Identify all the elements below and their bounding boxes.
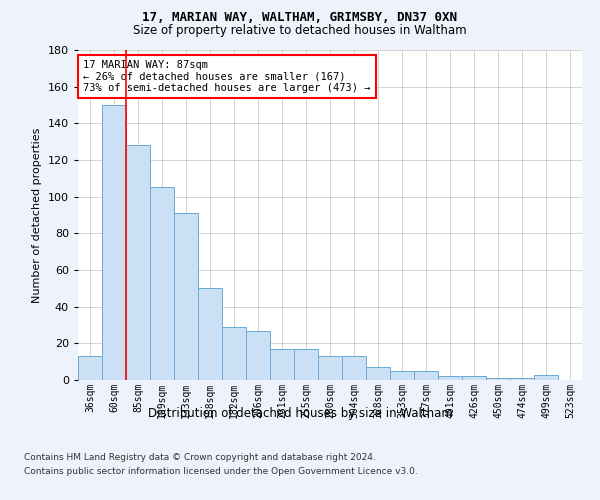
Bar	[486, 378, 510, 380]
Bar	[366, 367, 390, 380]
Bar	[294, 349, 318, 380]
Text: Size of property relative to detached houses in Waltham: Size of property relative to detached ho…	[133, 24, 467, 37]
Bar	[414, 371, 438, 380]
Bar	[534, 374, 558, 380]
Bar	[342, 356, 366, 380]
Bar	[150, 188, 174, 380]
Bar	[318, 356, 342, 380]
Bar	[126, 146, 150, 380]
Text: 17 MARIAN WAY: 87sqm
← 26% of detached houses are smaller (167)
73% of semi-deta: 17 MARIAN WAY: 87sqm ← 26% of detached h…	[83, 60, 371, 93]
Text: Contains public sector information licensed under the Open Government Licence v3: Contains public sector information licen…	[24, 467, 418, 476]
Bar	[78, 356, 102, 380]
Bar	[438, 376, 462, 380]
Bar	[222, 327, 246, 380]
Bar	[510, 378, 534, 380]
Bar	[102, 105, 126, 380]
Text: Contains HM Land Registry data © Crown copyright and database right 2024.: Contains HM Land Registry data © Crown c…	[24, 454, 376, 462]
Bar	[246, 330, 270, 380]
Text: 17, MARIAN WAY, WALTHAM, GRIMSBY, DN37 0XN: 17, MARIAN WAY, WALTHAM, GRIMSBY, DN37 0…	[143, 11, 458, 24]
Bar	[174, 213, 198, 380]
Bar	[462, 376, 486, 380]
Bar	[390, 371, 414, 380]
Bar	[270, 349, 294, 380]
Bar	[198, 288, 222, 380]
Text: Distribution of detached houses by size in Waltham: Distribution of detached houses by size …	[148, 408, 452, 420]
Y-axis label: Number of detached properties: Number of detached properties	[32, 128, 42, 302]
